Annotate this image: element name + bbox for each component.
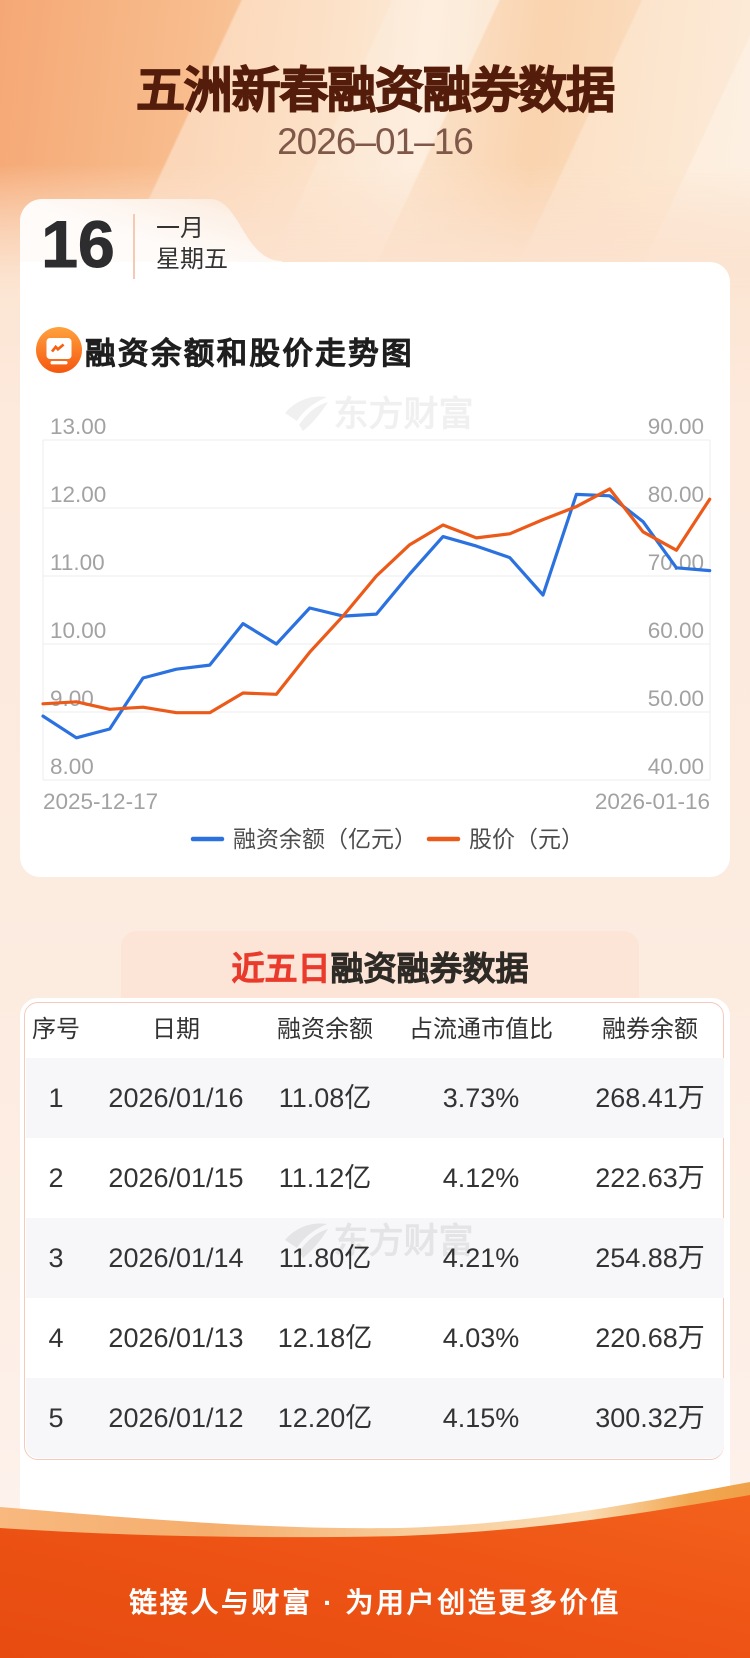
svg-text:60.00: 60.00 — [648, 618, 704, 643]
svg-text:12.00: 12.00 — [50, 482, 106, 507]
svg-text:80.00: 80.00 — [648, 482, 704, 507]
svg-text:70.00: 70.00 — [648, 550, 704, 575]
svg-text:10.00: 10.00 — [50, 618, 106, 643]
svg-text:2026-01-16: 2026-01-16 — [595, 789, 710, 814]
svg-text:9.00: 9.00 — [50, 686, 94, 711]
svg-text:8.00: 8.00 — [50, 754, 94, 779]
svg-text:90.00: 90.00 — [648, 414, 704, 439]
svg-text:40.00: 40.00 — [648, 754, 704, 779]
svg-text:2025-12-17: 2025-12-17 — [43, 789, 158, 814]
svg-text:融资余额（亿元）: 融资余额（亿元） — [233, 826, 417, 852]
svg-text:股价（元）: 股价（元） — [469, 826, 584, 852]
svg-text:11.00: 11.00 — [50, 550, 105, 575]
svg-text:50.00: 50.00 — [648, 686, 704, 711]
svg-text:13.00: 13.00 — [50, 414, 106, 439]
